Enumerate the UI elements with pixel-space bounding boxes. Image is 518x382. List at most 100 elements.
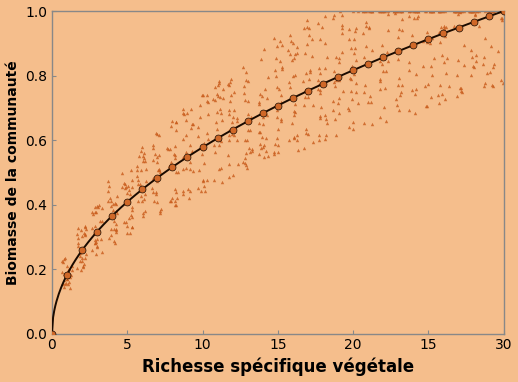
Point [196, 102, 204, 108]
Point [217, 105, 225, 112]
Point [263, 95, 271, 101]
Point [107, 198, 115, 204]
Point [421, 36, 429, 42]
Point [423, 103, 431, 109]
Point [344, 36, 353, 42]
Point [77, 267, 85, 273]
Point [450, 8, 458, 14]
Point [139, 210, 147, 216]
Point [316, 113, 324, 119]
Point [198, 178, 207, 184]
Point [188, 121, 196, 127]
Point [440, 24, 448, 31]
Point [171, 186, 180, 193]
Point [134, 198, 142, 204]
Point [91, 223, 99, 229]
Point [376, 8, 384, 14]
Point [437, 24, 445, 30]
Point [405, 13, 413, 19]
Point [499, 8, 508, 14]
Point [410, 8, 418, 14]
Point [260, 154, 268, 160]
Point [112, 226, 120, 232]
Point [154, 132, 163, 138]
Point [212, 120, 220, 126]
Point [262, 148, 270, 154]
Point [306, 68, 314, 74]
Point [272, 84, 281, 90]
Y-axis label: Biomasse de la communauté: Biomasse de la communauté [6, 60, 20, 285]
Point [405, 107, 413, 113]
Point [138, 186, 147, 193]
Point [123, 230, 132, 236]
Point [219, 96, 227, 102]
Point [98, 249, 106, 255]
Point [338, 49, 347, 55]
Point [185, 166, 194, 172]
Point [93, 235, 102, 241]
Point [171, 169, 180, 175]
Point [78, 233, 86, 239]
Point [200, 139, 208, 146]
Point [256, 129, 264, 135]
Point [454, 24, 463, 31]
Point [392, 96, 400, 102]
Point [457, 89, 466, 96]
Point [499, 8, 507, 14]
Point [171, 119, 180, 125]
Point [122, 190, 131, 196]
Point [481, 80, 490, 86]
Point [428, 8, 437, 14]
Point [182, 165, 190, 171]
Point [363, 8, 371, 14]
Point [163, 145, 171, 151]
Point [468, 8, 476, 14]
Point [112, 193, 121, 199]
Point [466, 8, 474, 14]
Point [495, 8, 503, 14]
Point [384, 11, 392, 17]
Point [440, 23, 448, 29]
Point [322, 132, 330, 138]
Point [231, 89, 239, 95]
Point [337, 30, 346, 36]
Point [210, 177, 218, 183]
Point [141, 208, 150, 214]
Point [457, 8, 465, 14]
Point [149, 157, 157, 163]
Point [454, 11, 462, 17]
Point [154, 167, 162, 173]
Point [78, 254, 86, 261]
Point [128, 224, 136, 230]
Point [148, 185, 156, 191]
Point [344, 105, 353, 112]
Point [256, 141, 264, 147]
Point [398, 28, 406, 34]
Point [141, 158, 149, 164]
Point [211, 149, 219, 155]
Point [498, 8, 507, 14]
Point [108, 207, 117, 213]
Point [81, 232, 89, 238]
Point [274, 43, 282, 49]
Point [154, 166, 163, 172]
Point [152, 130, 160, 136]
Point [380, 104, 388, 110]
Point [469, 19, 478, 25]
Point [243, 165, 251, 171]
Point [209, 96, 217, 102]
Point [270, 35, 279, 41]
Point [304, 91, 312, 97]
Point [332, 53, 340, 60]
Point [179, 154, 188, 160]
Point [258, 114, 267, 120]
Point [122, 184, 130, 190]
Point [503, 8, 511, 14]
Point [497, 77, 505, 83]
Point [470, 12, 479, 18]
Point [405, 8, 413, 14]
Point [365, 8, 373, 14]
Point [228, 172, 237, 178]
Point [286, 84, 294, 90]
Point [238, 63, 247, 70]
